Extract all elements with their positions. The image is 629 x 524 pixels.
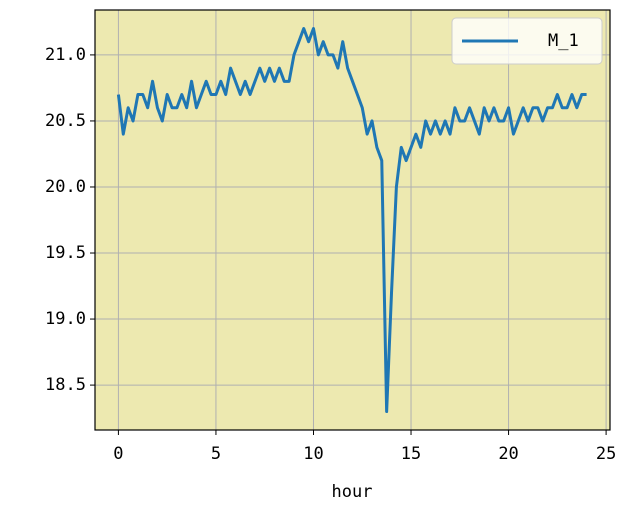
x-tick-label: 0	[113, 444, 123, 464]
plot-lines	[116, 26, 587, 414]
y-tick-label: 21.0	[45, 45, 86, 65]
axes-frame	[94, 9, 611, 431]
legend-box	[451, 17, 603, 65]
y-tick-label: 19.0	[45, 309, 86, 329]
data-line	[116, 26, 587, 414]
plot-area	[95, 10, 610, 430]
x-tick-label: 20	[498, 444, 518, 464]
y-tick-label: 20.5	[45, 111, 86, 131]
y-tick-label: 19.5	[45, 243, 86, 263]
legend-label: M_1	[548, 31, 579, 51]
x-tick-label: 10	[303, 444, 323, 464]
x-tick-label: 25	[596, 444, 616, 464]
x-tick-label: 15	[401, 444, 421, 464]
y-tick-label: 18.5	[45, 375, 86, 395]
x-tick-label: 5	[211, 444, 221, 464]
x-axis-label: hour	[332, 482, 373, 502]
y-tick-label: 20.0	[45, 177, 86, 197]
